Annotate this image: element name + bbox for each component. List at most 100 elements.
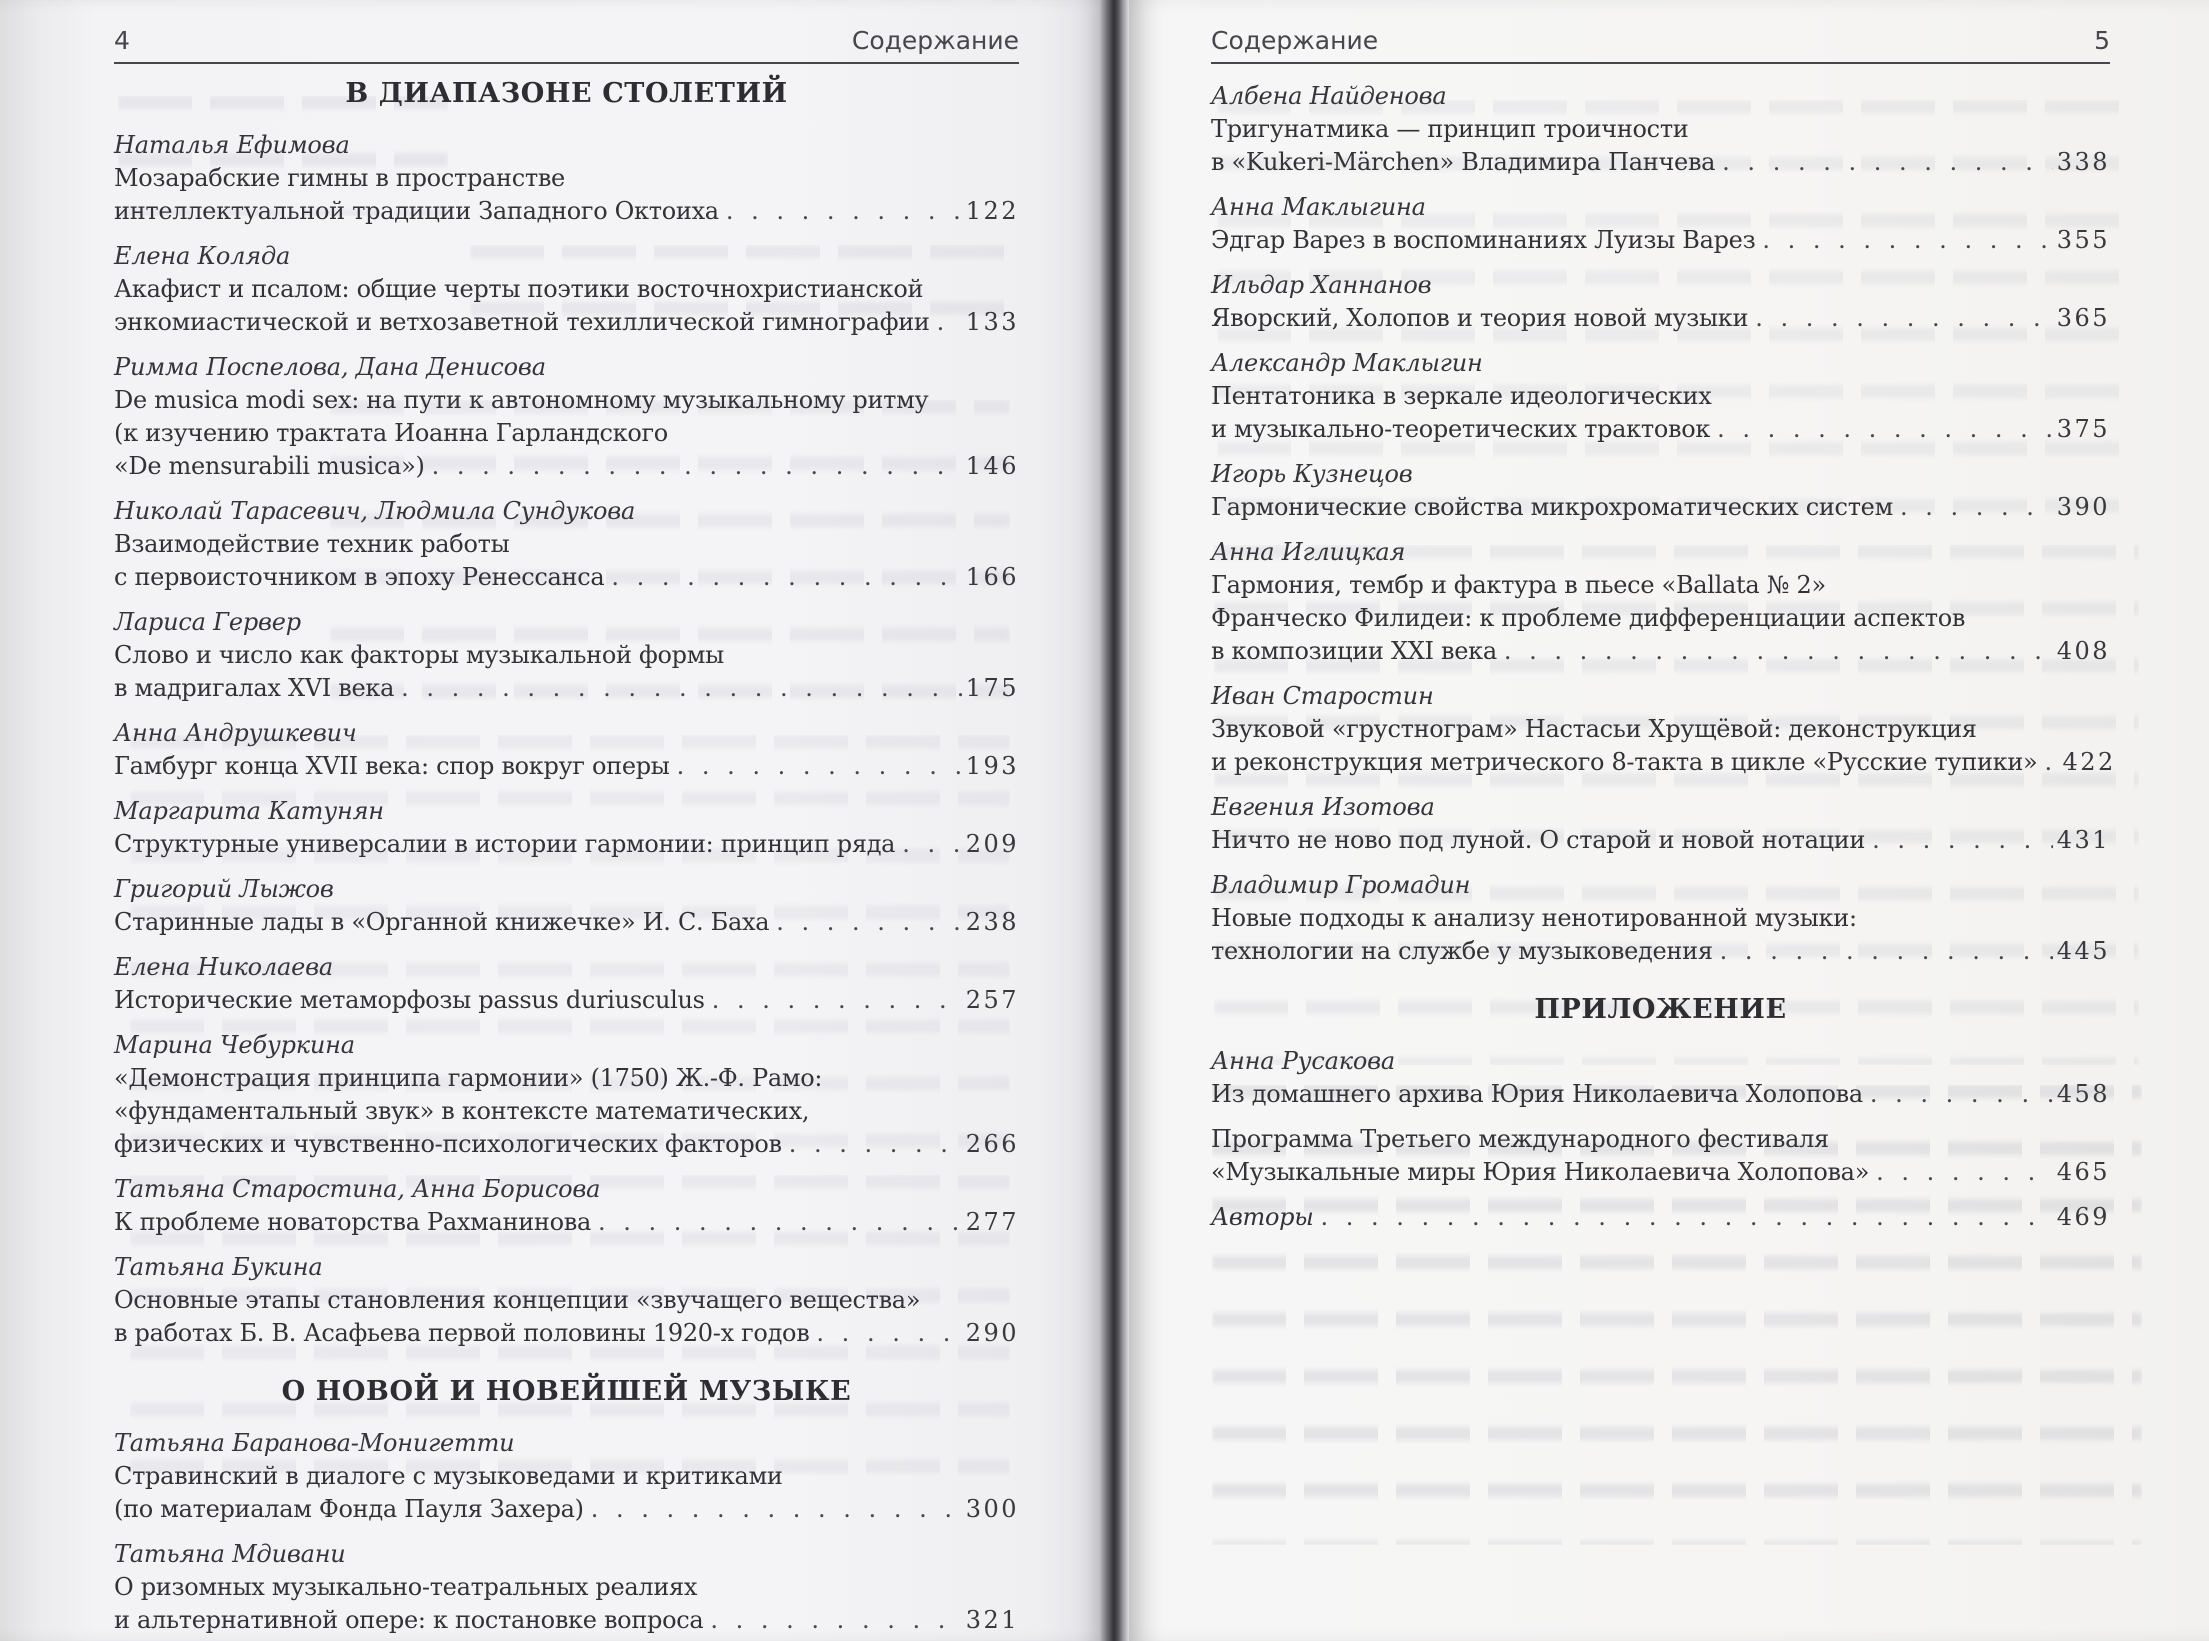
entry-author: Александр Маклыгин [1211, 349, 1483, 377]
toc-entry: Елена Коляда Акафист и псалом: общие черт… [114, 240, 1019, 339]
entry-page-number: 238 [965, 908, 1019, 936]
dot-leader: . . . . . . . . . . . . . . . . . . . . … [611, 563, 961, 591]
entry-page-number: 133 [965, 308, 1019, 336]
entry-title-line: с первоисточником в эпоху Ренессанса. . … [114, 561, 1019, 594]
entry-title-text: Гамбург конца XVII века: спор вокруг опе… [114, 752, 670, 780]
dot-leader: . . . . . . . . . . . . . . . . . . . . … [1872, 826, 2053, 854]
entry-title-text: Авторы [1211, 1203, 1314, 1231]
entry-page-number: 458 [2056, 1080, 2110, 1108]
entry-title-line: Акафист и псалом: общие черты поэтики во… [114, 275, 924, 303]
entry-author: Марина Чебуркина [114, 1031, 355, 1059]
toc-entry: Владимир Громадин Новые подходы к анализу… [1211, 869, 2110, 968]
dot-leader: . . . . . . . . . . . . . . . . . . . . … [590, 1495, 962, 1523]
entry-title-text: в работах Б. В. Асафьева первой половины… [114, 1319, 810, 1347]
entry-title-text: Исторические метаморфозы passus duriuscu… [114, 986, 705, 1014]
entry-title-text: К проблеме новаторства Рахманинова [114, 1208, 591, 1236]
entry-title-line: энкомиастической и ветхозаветной техилли… [114, 306, 1019, 339]
entry-title-line: «фундаментальный звук» в контексте матем… [114, 1097, 810, 1125]
entry-title-text: «Музыкальные миры Юрия Николаевича Холоп… [1211, 1158, 1870, 1186]
entry-title-text: Яворский, Холопов и теория новой музыки [1211, 304, 1749, 332]
dot-leader: . . . . . . . . . . . . . . . . . . . . … [1899, 493, 2053, 521]
section-heading: В ДИАПАЗОНЕ СТОЛЕТИЙ [345, 78, 788, 109]
entry-title-line: О ризомных музыкально-театральных реалия… [114, 1573, 698, 1601]
toc-entry: Наталья Ефимова Мозарабские гимны в прост… [114, 129, 1019, 228]
dot-leader: . . . . . . . . . . . . . . . . . . . . … [1755, 304, 2052, 332]
entry-title-text: энкомиастической и ветхозаветной техилли… [114, 308, 930, 336]
entry-title-line: в работах Б. В. Асафьева первой половины… [114, 1317, 1019, 1350]
dot-leader: . . . . . . . . . . . . . . . . . . . . … [676, 752, 962, 780]
toc-list-left: В ДИАПАЗОНЕ СТОЛЕТИЙ Наталья Ефимова Мозар… [114, 78, 1019, 1641]
entry-title-text: технологии на службе у музыковедения [1211, 937, 1713, 965]
toc-entry: Григорий Лыжов Старинные лады в «Органной… [114, 873, 1019, 939]
dot-leader: . . . . . . . . . . . . . . . . . . . . … [788, 1130, 962, 1158]
entry-title-line: и реконструкция метрического 8-такта в ц… [1211, 746, 2113, 779]
entry-title-line: Из домашнего архива Юрия Николаевича Хол… [1211, 1078, 2110, 1111]
toc-entry: Авторы. . . . . . . . . . . . . . . . . … [1211, 1201, 2110, 1234]
dot-leader: . . . . . . . . . . . . . . . . . . . . … [1719, 937, 2053, 965]
entry-title-line: «Музыкальные миры Юрия Николаевича Холоп… [1211, 1156, 2110, 1189]
entry-title-line: Стравинский в диалоге с музыковедами и к… [114, 1462, 783, 1490]
dot-leader: . . . . . . . . . . . . . . . . . . . . … [2044, 748, 2058, 776]
entry-title-text: Эдгар Варез в воспоминаниях Луизы Варез [1211, 226, 1756, 254]
entry-author: Владимир Громадин [1211, 871, 1471, 899]
entry-title-text: Структурные универсалии в истории гармон… [114, 830, 896, 858]
entry-page-number: 266 [965, 1130, 1019, 1158]
toc-entry: Анна Иглицкая Гармония, тембр и фактура в… [1211, 536, 2110, 668]
entry-title-line: Яворский, Холопов и теория новой музыки.… [1211, 302, 2110, 335]
entry-title-line: (к изучению трактата Иоанна Гарландского [114, 419, 668, 447]
entry-page-number: 257 [965, 986, 1019, 1014]
entry-author: Лариса Гервер [114, 608, 301, 636]
entry-page-number: 365 [2056, 304, 2110, 332]
toc-page-left: 4 Содержание В ДИАПАЗОНЕ СТОЛЕТИЙ Наталья… [0, 0, 1103, 1641]
entry-page-number: 122 [965, 197, 1019, 225]
running-header-left: 4 Содержание [114, 26, 1019, 64]
dot-leader: . . . . . . . . . . . . . . . . . . . . … [776, 908, 961, 936]
entry-page-number: 375 [2056, 415, 2110, 443]
page-number: 5 [2094, 26, 2110, 55]
entry-title-line: Основные этапы становления концепции «зв… [114, 1286, 921, 1314]
entry-title-line: (по материалам Фонда Пауля Захера). . . … [114, 1493, 1019, 1526]
toc-entry: Марина Чебуркина «Демонстрация принципа г… [114, 1029, 1019, 1161]
entry-page-number: 277 [965, 1208, 1019, 1236]
entry-title-line: Исторические метаморфозы passus duriuscu… [114, 984, 1019, 1017]
entry-title-text: и музыкально-теоретических трактовок [1211, 415, 1711, 443]
entry-title-line: Гармонические свойства микрохроматически… [1211, 491, 2110, 524]
toc-entry: Игорь Кузнецов Гармонические свойства мик… [1211, 458, 2110, 524]
section-heading: О НОВОЙ И НОВЕЙШЕЙ МУЗЫКЕ [281, 1376, 852, 1407]
dot-leader: . . . . . . . . . . . . . . . . . . . . … [1717, 415, 2053, 443]
toc-entry: Анна Андрушкевич Гамбург конца XVII века:… [114, 717, 1019, 783]
entry-title-line: Гармония, тембр и фактура в пьесе «Balla… [1211, 571, 1826, 599]
toc-entry: Ильдар Ханнанов Яворский, Холопов и теори… [1211, 269, 2110, 335]
toc-entry: Татьяна Мдивани О ризомных музыкально-теа… [114, 1538, 1019, 1637]
toc-entry: Албена Найденова Тригунатмика — принцип т… [1211, 80, 2110, 179]
entry-author: Наталья Ефимова [114, 131, 350, 159]
dot-leader: . . . . . . . . . . . . . . . . . . . . … [710, 1606, 961, 1634]
entry-title-line: Новые подходы к анализу ненотированной м… [1211, 904, 1857, 932]
running-head: Содержание [1211, 26, 1379, 55]
entry-author: Татьяна Баранова-Монигетти [114, 1429, 515, 1457]
entry-title-line: Взаимодействие техник работы [114, 530, 510, 558]
entry-title-line: Пентатоника в зеркале идеологических [1211, 382, 1712, 410]
entry-title-text: с первоисточником в эпоху Ренессанса [114, 563, 605, 591]
toc-entry: Александр Маклыгин Пентатоника в зеркале … [1211, 347, 2110, 446]
entry-title-text: и альтернативной опере: к постановке воп… [114, 1606, 704, 1634]
toc-entry: Анна Русакова Из домашнего архива Юрия Ни… [1211, 1045, 2110, 1111]
toc-entry: Евгения Изотова Ничто не ново под луной. … [1211, 791, 2110, 857]
toc-entry: Татьяна Букина Основные этапы становления… [114, 1251, 1019, 1350]
entry-title-line: Тригунатмика — принцип троичности [1211, 115, 1689, 143]
page-number: 4 [114, 26, 130, 55]
entry-title-line: «De mensurabili musica»). . . . . . . . … [114, 450, 1019, 483]
entry-page-number: 146 [965, 452, 1019, 480]
entry-title-line: Старинные лады в «Органной книжечке» И. … [114, 906, 1019, 939]
entry-title-line: Гамбург конца XVII века: спор вокруг опе… [114, 750, 1019, 783]
dot-leader: . . . . . . . . . . . . . . . . . . . . … [816, 1319, 961, 1347]
entry-page-number: 469 [2056, 1203, 2110, 1231]
entry-title-line: Структурные универсалии в истории гармон… [114, 828, 1019, 861]
entry-author: Евгения Изотова [1211, 793, 1435, 821]
entry-page-number: 166 [965, 563, 1019, 591]
dot-leader: . . . . . . . . . . . . . . . . . . . . … [401, 674, 962, 702]
entry-title-line: Слово и число как факторы музыкальной фо… [114, 641, 724, 669]
entry-title-text: «De mensurabili musica») [114, 452, 425, 480]
entry-title-text: интеллектуальной традиции Западного Окто… [114, 197, 719, 225]
